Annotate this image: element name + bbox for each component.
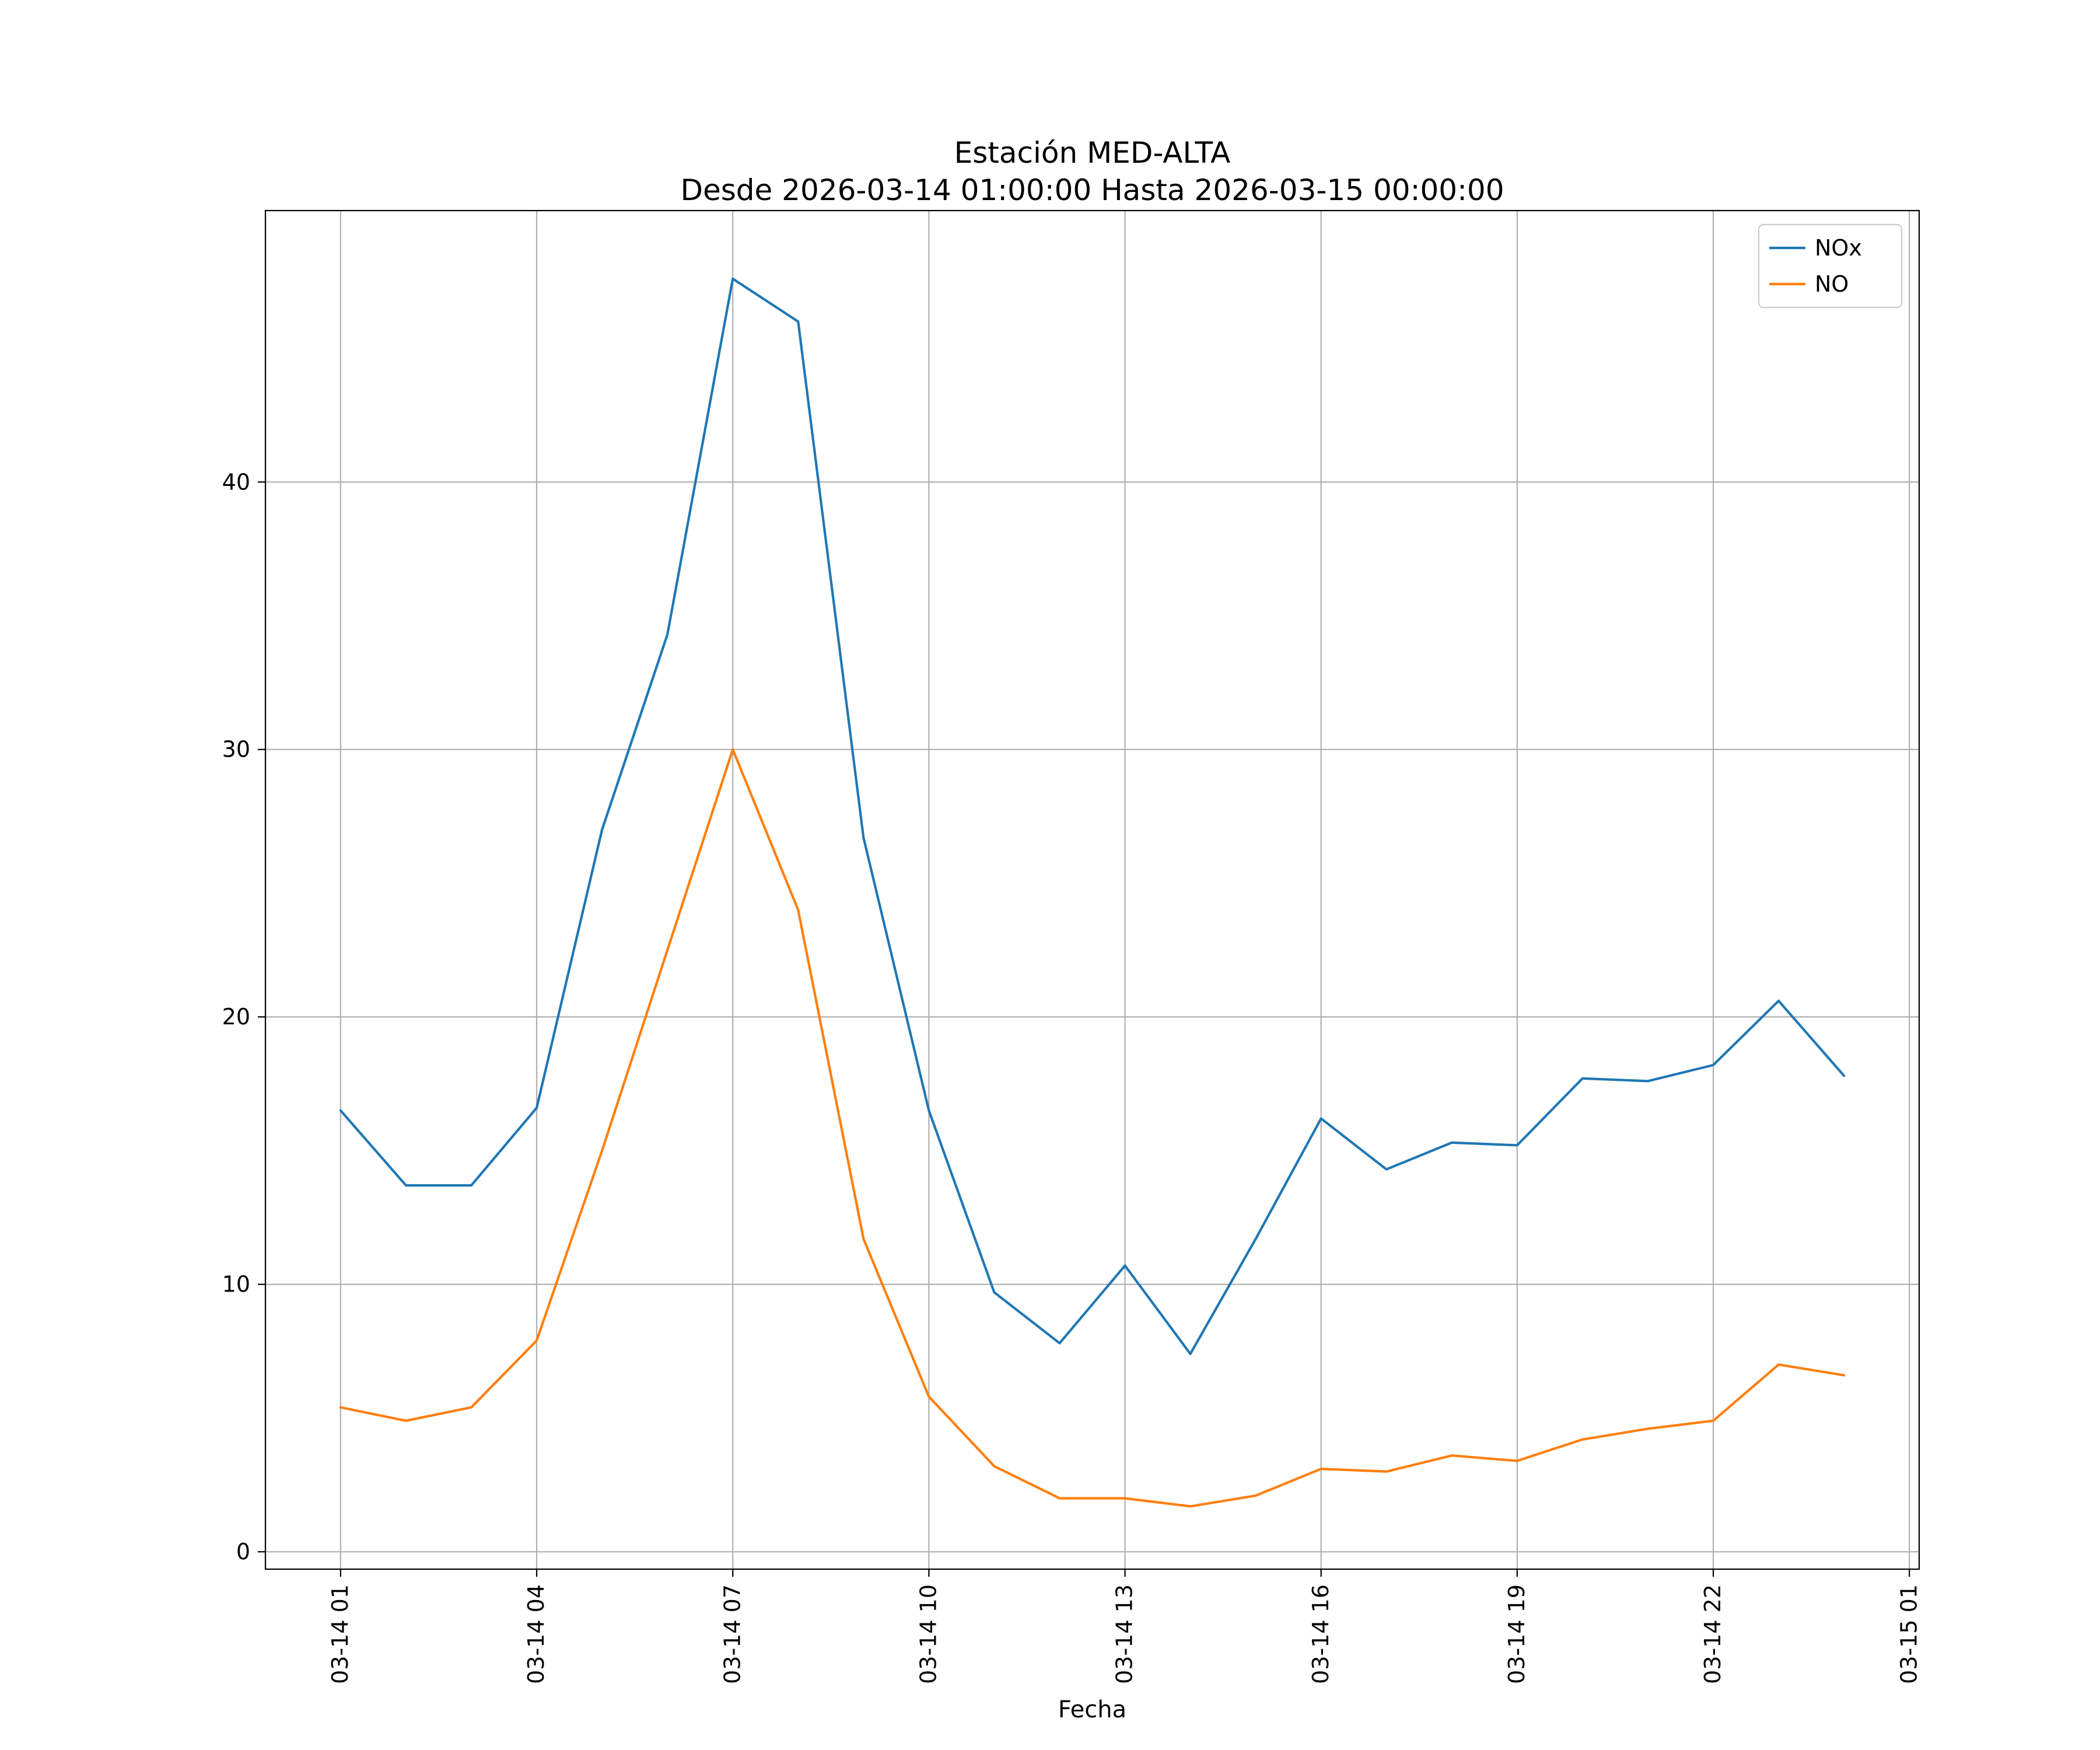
- x-tick-label: 03-14 01: [327, 1584, 353, 1684]
- x-axis-label: Fecha: [1058, 1696, 1127, 1723]
- x-tick-label: 03-15 01: [1896, 1584, 1922, 1684]
- x-tick-label: 03-14 19: [1504, 1584, 1530, 1684]
- x-tick-label: 03-14 10: [916, 1584, 942, 1684]
- y-tick-label: 0: [236, 1539, 250, 1564]
- x-tick-label: 03-14 13: [1112, 1584, 1138, 1684]
- chart-subtitle: Desde 2026-03-14 01:00:00 Hasta 2026-03-…: [680, 173, 1504, 207]
- y-tick-label: 10: [222, 1272, 250, 1297]
- legend-frame: [1758, 223, 1903, 309]
- legend-label-NOx: NOx: [1815, 235, 1862, 261]
- grid: [265, 211, 1919, 1569]
- x-tick-label: 03-14 22: [1700, 1584, 1726, 1684]
- x-tick-label: 03-14 16: [1308, 1584, 1334, 1684]
- y-tick-label: 30: [222, 737, 250, 762]
- plot-border: [264, 209, 1920, 1570]
- y-tick-label: 20: [222, 1004, 250, 1030]
- series-line-NO: [339, 748, 1846, 1508]
- x-tick-label: 03-14 07: [719, 1584, 745, 1684]
- legend-label-NO: NO: [1815, 271, 1849, 297]
- series-line-NOx: [339, 277, 1846, 1356]
- chart-title: Estación MED-ALTA: [954, 136, 1231, 170]
- axes-ticks: 03-14 01 03-14 04 03-14 07 03-14 10 03-14 13…: [222, 469, 1922, 1684]
- y-tick-label: 40: [222, 469, 250, 495]
- chart-title-block: Estación MED-ALTA Desde 2026-03-14 01:00…: [265, 134, 1919, 209]
- legend: NOx NO: [1758, 223, 1903, 309]
- x-tick-label: 03-14 04: [523, 1584, 549, 1684]
